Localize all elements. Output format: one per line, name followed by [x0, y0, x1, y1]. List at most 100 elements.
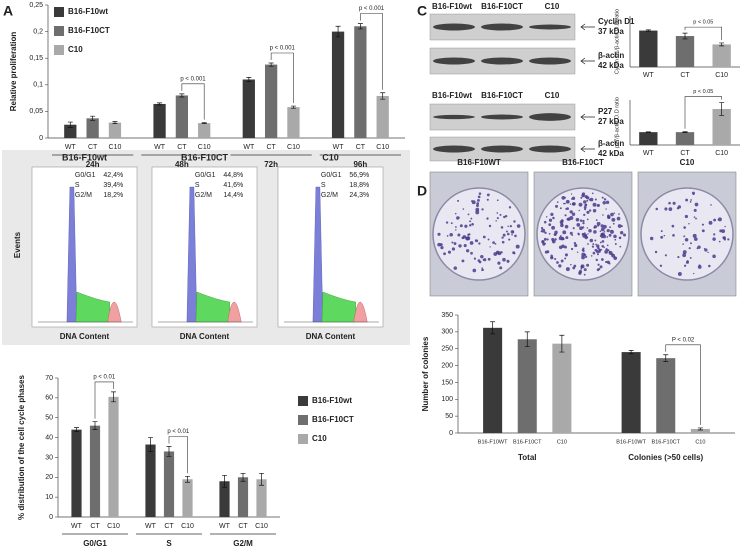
group-label: S	[166, 539, 172, 548]
colony	[602, 201, 606, 205]
colony	[600, 258, 604, 261]
colony	[602, 214, 604, 216]
colony	[582, 219, 585, 223]
y-axis-label: % distribution of the cell cycle phases	[17, 374, 26, 519]
bar	[712, 109, 731, 145]
error-bar	[111, 391, 116, 403]
colony	[692, 233, 697, 238]
colony	[562, 238, 565, 241]
colony	[684, 238, 689, 242]
colony	[571, 202, 576, 206]
colony	[564, 245, 567, 249]
phase-name: G0/G1	[321, 172, 342, 179]
error-bar	[185, 475, 190, 483]
blot-size: 27 kDa	[598, 117, 624, 126]
colony	[477, 195, 481, 199]
colony	[565, 267, 570, 272]
significance-bracket	[270, 52, 294, 104]
arrow	[580, 113, 595, 121]
x-tick-label: CT	[164, 523, 174, 530]
colony	[467, 233, 470, 236]
bar	[219, 481, 230, 517]
error-bar	[240, 472, 246, 482]
colony	[492, 241, 495, 244]
colony	[467, 213, 470, 216]
error-bar	[74, 427, 79, 432]
colony	[588, 229, 592, 233]
colony	[581, 192, 586, 196]
group-label: G2/M	[233, 539, 253, 548]
colony	[590, 255, 593, 257]
colony	[571, 196, 576, 200]
colony	[595, 243, 597, 246]
colony	[600, 224, 604, 228]
colony	[564, 196, 566, 199]
panel-label: D	[417, 183, 427, 199]
colony	[584, 233, 588, 237]
colony	[583, 253, 587, 256]
legend-swatch	[298, 396, 308, 406]
colony	[682, 243, 684, 245]
colony	[564, 214, 567, 217]
colony	[685, 198, 689, 202]
colony	[472, 268, 477, 273]
colony	[712, 237, 716, 241]
colony	[554, 230, 558, 235]
blot-size: 37 kDa	[598, 27, 624, 36]
bar	[86, 118, 99, 138]
colony	[507, 225, 509, 228]
colony	[569, 203, 572, 205]
y-tick-label: 60	[45, 395, 53, 402]
colony	[596, 268, 600, 272]
x-tick-label: C10	[695, 439, 705, 445]
x-tick-label: B16-F10CT	[513, 439, 542, 445]
error-bar	[112, 121, 118, 124]
colony	[540, 230, 543, 233]
colony	[565, 199, 570, 204]
colony	[690, 242, 692, 245]
colony	[477, 198, 480, 202]
x-tick-label: WT	[65, 144, 77, 151]
colony	[570, 247, 574, 251]
blot-size: 42 kDa	[598, 61, 624, 70]
legend-swatch	[54, 26, 64, 36]
colony	[583, 213, 586, 216]
error-bar	[335, 25, 341, 38]
colony	[619, 236, 621, 239]
x-tick-label: C10	[715, 72, 728, 79]
colony	[513, 252, 516, 255]
error-bar	[222, 474, 227, 488]
error-bar	[157, 102, 163, 106]
colony	[453, 242, 457, 245]
colony	[465, 249, 470, 253]
x-tick-label: WT	[643, 72, 655, 79]
s-phase	[321, 291, 356, 323]
colony	[502, 233, 506, 237]
colony	[611, 217, 616, 222]
x-tick-label: CT	[356, 144, 366, 151]
colony	[516, 224, 521, 228]
annotation: p < 0.001	[270, 46, 296, 52]
y-tick-label: 30	[45, 454, 53, 461]
colony	[596, 253, 600, 256]
colony	[602, 234, 607, 239]
x-tick-label: C10	[109, 144, 122, 151]
bar	[256, 479, 267, 517]
x-tick-label: C10	[181, 523, 194, 530]
colony	[543, 237, 547, 241]
colony	[616, 216, 621, 221]
bar	[242, 79, 255, 138]
colony	[493, 252, 498, 256]
colony	[688, 223, 690, 225]
colony	[574, 243, 578, 248]
colony	[597, 247, 600, 250]
significance-bracket	[168, 436, 188, 474]
colony	[693, 216, 696, 218]
colony	[451, 241, 454, 244]
colony	[606, 229, 610, 233]
colony	[677, 255, 680, 259]
phase-percent: 14,4%	[223, 192, 243, 199]
annotation: P < 0.02	[672, 337, 695, 343]
colony	[569, 210, 573, 214]
annotation: p < 0.01	[93, 374, 116, 380]
